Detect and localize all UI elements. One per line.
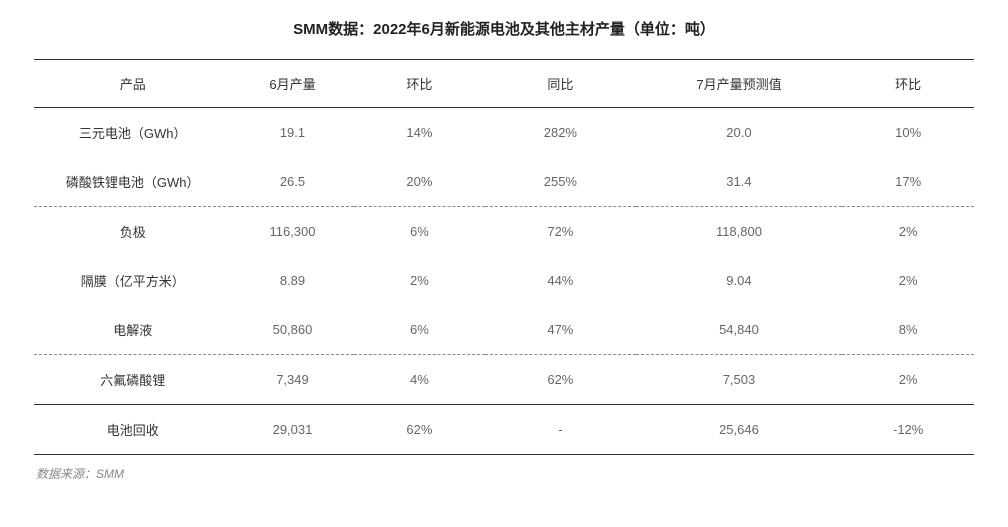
table-row: 磷酸铁锂电池（GWh）26.520%255%31.417%	[34, 157, 974, 207]
cell-july-forecast: 54,840	[636, 305, 843, 355]
table-row: 隔膜（亿平方米）8.892%44%9.042%	[34, 256, 974, 305]
page-title: SMM数据：2022年6月新能源电池及其他主材产量（单位：吨）	[34, 18, 974, 39]
table-row: 六氟磷酸锂7,3494%62%7,5032%	[34, 355, 974, 405]
cell-yoy: 44%	[485, 256, 635, 305]
cell-mom2: 2%	[842, 355, 974, 405]
cell-june-output: 8.89	[231, 256, 353, 305]
cell-yoy: 62%	[485, 355, 635, 405]
cell-product: 三元电池（GWh）	[34, 108, 231, 158]
table-row: 电池回收29,03162%-25,646-12%	[34, 405, 974, 455]
cell-mom: 62%	[354, 405, 486, 455]
cell-june-output: 26.5	[231, 157, 353, 207]
cell-july-forecast: 118,800	[636, 207, 843, 257]
cell-mom: 4%	[354, 355, 486, 405]
table-row: 电解液50,8606%47%54,8408%	[34, 305, 974, 355]
cell-july-forecast: 7,503	[636, 355, 843, 405]
cell-mom: 6%	[354, 305, 486, 355]
cell-yoy: 255%	[485, 157, 635, 207]
cell-mom2: -12%	[842, 405, 974, 455]
col-product: 产品	[34, 60, 231, 108]
cell-june-output: 19.1	[231, 108, 353, 158]
col-june-output: 6月产量	[231, 60, 353, 108]
cell-product: 磷酸铁锂电池（GWh）	[34, 157, 231, 207]
col-mom: 环比	[354, 60, 486, 108]
cell-product: 电解液	[34, 305, 231, 355]
cell-june-output: 7,349	[231, 355, 353, 405]
source-note: 数据来源：SMM	[34, 465, 974, 482]
cell-mom: 2%	[354, 256, 486, 305]
cell-mom2: 17%	[842, 157, 974, 207]
table-header: 产品 6月产量 环比 同比 7月产量预测值 环比	[34, 60, 974, 108]
col-july-forecast: 7月产量预测值	[636, 60, 843, 108]
cell-product: 六氟磷酸锂	[34, 355, 231, 405]
table-row: 负极116,3006%72%118,8002%	[34, 207, 974, 257]
cell-mom: 14%	[354, 108, 486, 158]
cell-mom2: 2%	[842, 207, 974, 257]
cell-mom2: 10%	[842, 108, 974, 158]
cell-mom: 6%	[354, 207, 486, 257]
table-row: 三元电池（GWh）19.114%282%20.010%	[34, 108, 974, 158]
cell-mom2: 2%	[842, 256, 974, 305]
cell-yoy: 72%	[485, 207, 635, 257]
cell-mom2: 8%	[842, 305, 974, 355]
cell-july-forecast: 25,646	[636, 405, 843, 455]
cell-july-forecast: 9.04	[636, 256, 843, 305]
cell-yoy: -	[485, 405, 635, 455]
cell-july-forecast: 20.0	[636, 108, 843, 158]
cell-june-output: 29,031	[231, 405, 353, 455]
col-yoy: 同比	[485, 60, 635, 108]
cell-product: 负极	[34, 207, 231, 257]
cell-june-output: 50,860	[231, 305, 353, 355]
cell-june-output: 116,300	[231, 207, 353, 257]
cell-yoy: 282%	[485, 108, 635, 158]
col-mom2: 环比	[842, 60, 974, 108]
cell-mom: 20%	[354, 157, 486, 207]
cell-product: 电池回收	[34, 405, 231, 455]
data-table: 产品 6月产量 环比 同比 7月产量预测值 环比 三元电池（GWh）19.114…	[34, 59, 974, 455]
cell-july-forecast: 31.4	[636, 157, 843, 207]
cell-product: 隔膜（亿平方米）	[34, 256, 231, 305]
cell-yoy: 47%	[485, 305, 635, 355]
